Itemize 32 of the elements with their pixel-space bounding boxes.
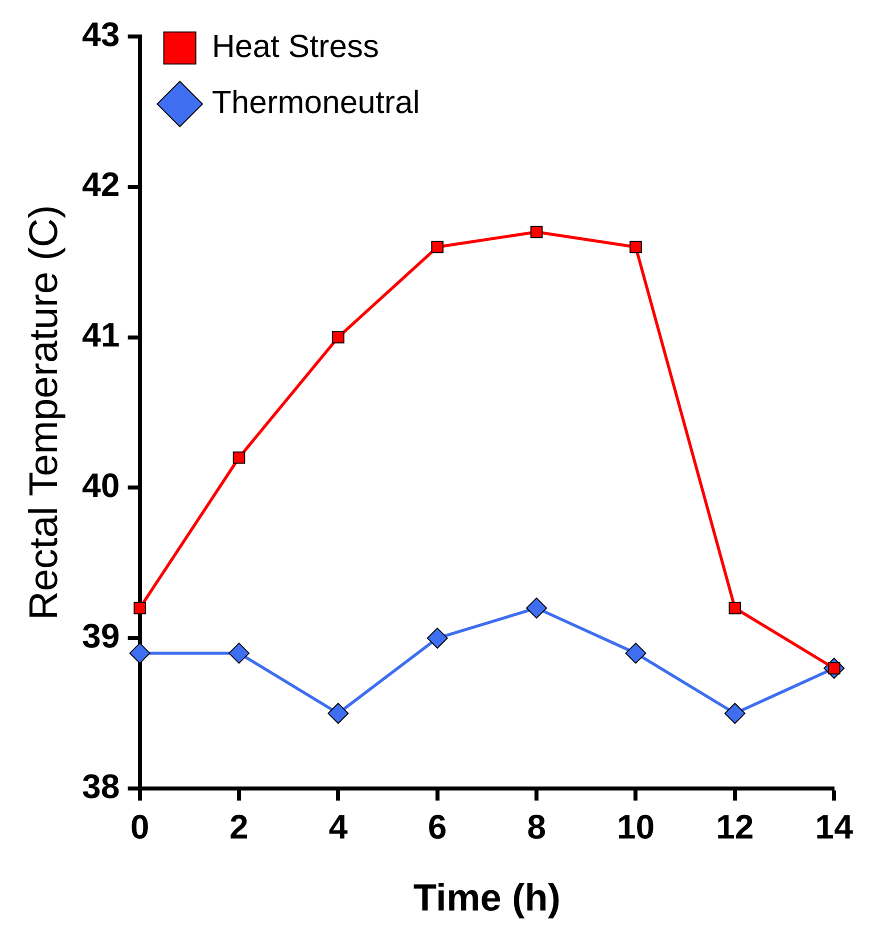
x-tick-label: 10: [616, 808, 655, 846]
point: [530, 226, 543, 238]
y-tick-label: 38: [82, 768, 120, 806]
point: [134, 602, 146, 614]
point: [728, 602, 742, 614]
point: [232, 451, 246, 464]
x-tick-label: 8: [527, 808, 546, 846]
point: [228, 642, 250, 664]
x-tick-label: 0: [130, 808, 150, 846]
y-tick-label: 39: [82, 618, 120, 656]
y-tick-label: 43: [82, 16, 120, 54]
legend-label: Heat Stress: [212, 28, 379, 64]
point: [332, 331, 344, 344]
point: [129, 642, 150, 664]
point: [526, 598, 548, 619]
y-tick-label: 41: [82, 316, 120, 355]
x-tick-label: 6: [428, 808, 447, 846]
x-tick-label: 2: [230, 808, 248, 846]
y-tick-label: 40: [82, 467, 120, 506]
point: [724, 702, 746, 724]
y-tick-label: 42: [82, 166, 120, 204]
point: [426, 628, 448, 649]
legend-label: Thermoneutral: [212, 84, 420, 120]
y-axis-title: Rectal Temperature (C): [22, 205, 66, 620]
x-tick-label: 4: [328, 808, 348, 846]
point: [328, 702, 349, 724]
x-axis-title: Time (h): [413, 878, 560, 920]
x-tick-label: 12: [716, 808, 754, 846]
point: [625, 642, 646, 664]
point: [431, 240, 444, 254]
point: [630, 240, 642, 254]
x-tick-label: 14: [815, 808, 854, 846]
